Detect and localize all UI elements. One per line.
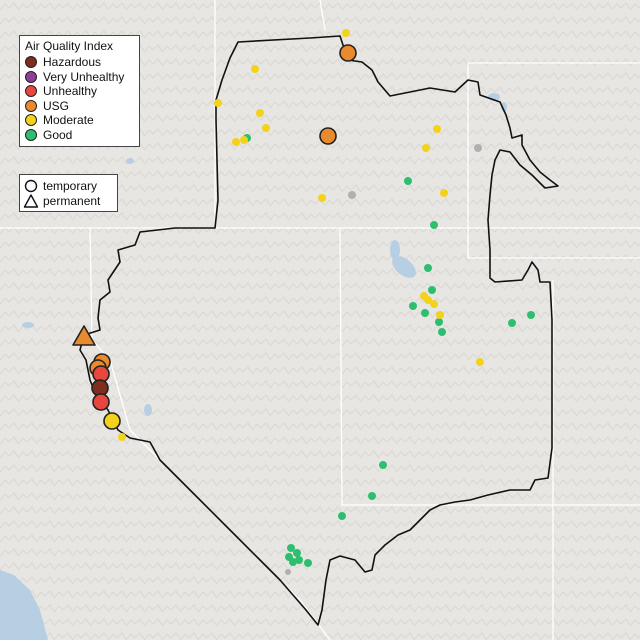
hazardous-swatch <box>25 56 37 69</box>
usg-swatch <box>25 99 37 112</box>
legend-item-permanent: permanent <box>23 194 111 209</box>
permanent-monitor-triangle <box>72 325 96 346</box>
legend-label: permanent <box>43 193 101 208</box>
unknown-monitors <box>285 144 482 575</box>
good-monitors <box>243 134 535 567</box>
unhealthy-swatch <box>25 85 37 98</box>
legend-label: Hazardous <box>43 55 102 70</box>
legend-label: USG <box>43 98 70 113</box>
legend-item-good: Good <box>25 128 133 143</box>
legend-item-unhealthy: Unhealthy <box>25 84 133 99</box>
legend-item-hazardous: Hazardous <box>25 55 133 70</box>
legend-item-moderate: Moderate <box>25 113 133 128</box>
legend-label: Good <box>43 127 73 142</box>
legend-label: Very Unhealthy <box>43 69 125 84</box>
good-swatch <box>25 128 37 141</box>
legend-label: temporary <box>43 179 98 194</box>
pacific-ocean <box>0 570 48 640</box>
region-outline <box>79 35 559 626</box>
circle-icon <box>24 180 38 193</box>
triangle-icon <box>23 194 39 208</box>
temporary-monitors <box>89 44 357 430</box>
moderate-monitors <box>118 29 484 441</box>
legend-item-usg: USG <box>25 99 133 114</box>
moderate-swatch <box>25 114 37 127</box>
legend-item-very-unhealthy: Very Unhealthy <box>25 70 133 85</box>
aqi-legend-title: Air Quality Index <box>25 39 114 53</box>
legend-label: Unhealthy <box>43 84 98 99</box>
legend-item-temporary: temporary <box>23 179 111 194</box>
monitor-type-legend: temporary permanent <box>19 174 118 212</box>
aqi-legend: Air Quality Index Hazardous Very Unhealt… <box>19 35 140 147</box>
very-unhealthy-swatch <box>25 70 37 83</box>
legend-label: Moderate <box>43 113 94 128</box>
